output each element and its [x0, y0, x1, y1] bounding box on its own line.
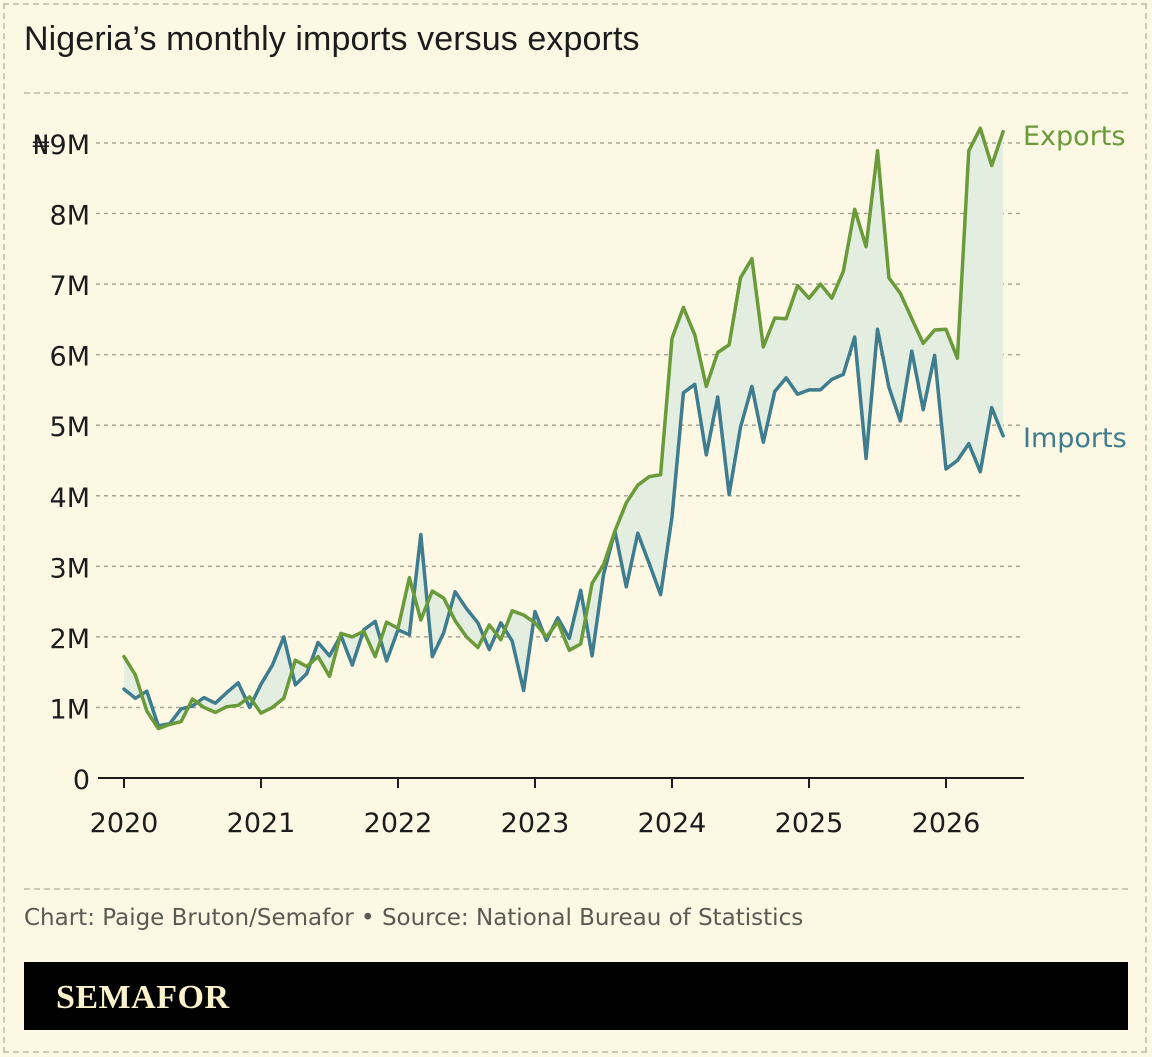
x-tick-label: 2021 [227, 808, 296, 839]
y-tick-label: 0 [73, 765, 90, 796]
y-tick-label: 1M [50, 694, 90, 725]
top-divider [24, 92, 1128, 94]
y-tick-label: 3M [50, 553, 90, 584]
exports-series-line [122, 126, 1005, 731]
bottom-divider [24, 888, 1128, 890]
x-tick-label: 2023 [501, 808, 570, 839]
x-tick-label: 2026 [912, 808, 981, 839]
y-tick-label: 6M [50, 342, 90, 373]
brand-bar: SEMAFOR [24, 962, 1128, 1030]
chart-title: Nigeria’s monthly imports versus exports [24, 20, 640, 58]
chart-frame [3, 3, 1147, 1053]
line-chart: 0 1M 2M 3M 4M 5M 6M 7M 8M ₦9M 2020 2021 2022 2023 2024… [32, 121, 1127, 839]
x-tick-label: 2024 [638, 808, 707, 839]
y-tick-label: 7M [50, 271, 90, 302]
y-tick-label: 4M [50, 483, 90, 514]
chart-credit: Chart: Paige Bruton/Semafor • Source: Na… [24, 905, 804, 931]
x-tick-label: 2025 [775, 808, 844, 839]
y-tick-label: ₦9M [32, 130, 90, 161]
x-tick-label: 2020 [90, 808, 159, 839]
semafor-logo: SEMAFOR [56, 979, 230, 1016]
y-tick-label: 5M [50, 412, 90, 443]
imports-series-label: Imports [1023, 423, 1127, 454]
x-tick-label: 2022 [364, 808, 433, 839]
imports-series-line [122, 327, 1005, 728]
y-tick-label: 8M [50, 201, 90, 232]
exports-series-label: Exports [1023, 121, 1125, 152]
y-tick-label: 2M [50, 624, 90, 655]
